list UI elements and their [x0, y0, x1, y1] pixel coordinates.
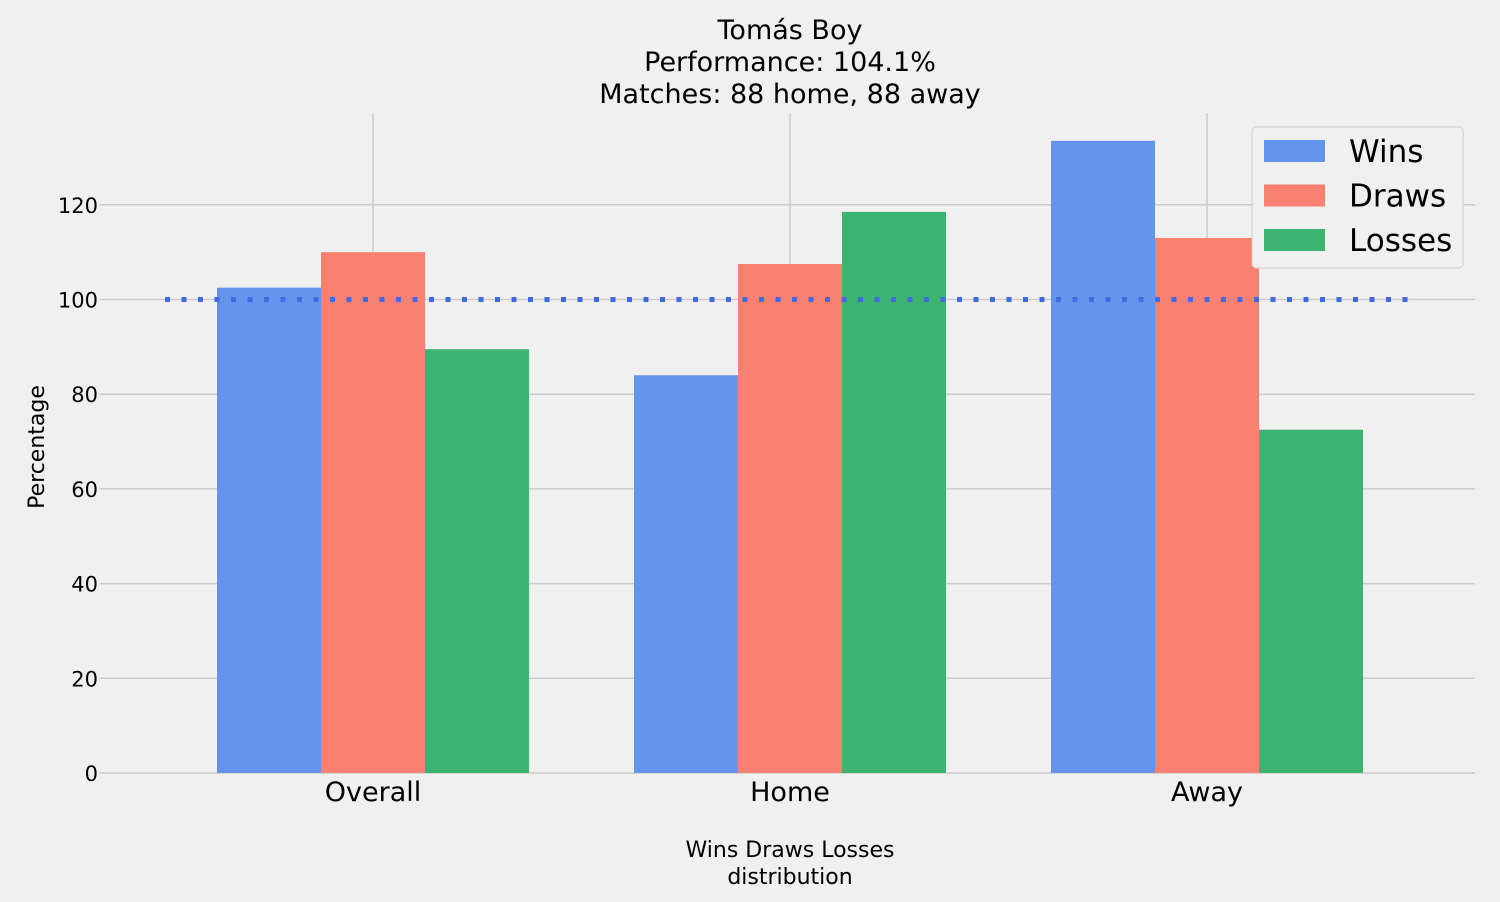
bar-home-draws — [738, 263, 842, 773]
bar-away-wins — [1051, 140, 1155, 773]
title-line-1: Tomás Boy — [717, 15, 863, 46]
title-line-2: Performance: 104.1% — [644, 47, 936, 78]
y-tick-label-100: 100 — [58, 289, 98, 313]
x-tick-label-home: Home — [750, 777, 830, 808]
x-axis-label-line-1: Wins Draws Losses — [686, 838, 895, 863]
y-tick-label-120: 120 — [58, 194, 98, 218]
bar-home-wins — [634, 375, 738, 773]
x-tick-labels: Overall Home Away — [325, 777, 1243, 808]
legend-swatch-wins — [1264, 140, 1325, 162]
bars-group — [217, 140, 1363, 774]
legend-label-wins: Wins — [1349, 134, 1423, 170]
x-axis-label-line-2: distribution — [727, 865, 852, 890]
bar-away-losses — [1259, 429, 1363, 773]
bar-overall-wins — [217, 287, 321, 773]
bar-overall-losses — [425, 349, 529, 773]
x-tick-label-away: Away — [1171, 777, 1243, 808]
y-tick-label-60: 60 — [71, 478, 98, 502]
y-axis-label: Percentage — [25, 385, 50, 509]
y-tick-label-0: 0 — [85, 762, 98, 786]
y-tick-label-80: 80 — [71, 383, 98, 407]
legend-label-losses: Losses — [1349, 223, 1452, 259]
legend-swatch-draws — [1264, 184, 1325, 207]
bar-away-draws — [1155, 237, 1259, 773]
y-tick-labels: 0 20 40 60 80 100 120 — [58, 194, 98, 786]
bar-overall-draws — [321, 252, 425, 773]
legend-label-draws: Draws — [1349, 179, 1446, 215]
y-tick-label-20: 20 — [71, 667, 98, 691]
y-tick-label-40: 40 — [71, 573, 98, 597]
legend-swatch-losses — [1264, 229, 1325, 251]
title-line-3: Matches: 88 home, 88 away — [599, 79, 981, 110]
x-axis-label: Wins Draws Losses distribution — [686, 838, 895, 890]
bar-home-losses — [842, 211, 946, 774]
x-tick-label-overall: Overall — [325, 777, 422, 808]
chart-title: Tomás Boy Performance: 104.1% Matches: 8… — [599, 15, 981, 110]
legend: Wins Draws Losses — [1251, 126, 1464, 269]
